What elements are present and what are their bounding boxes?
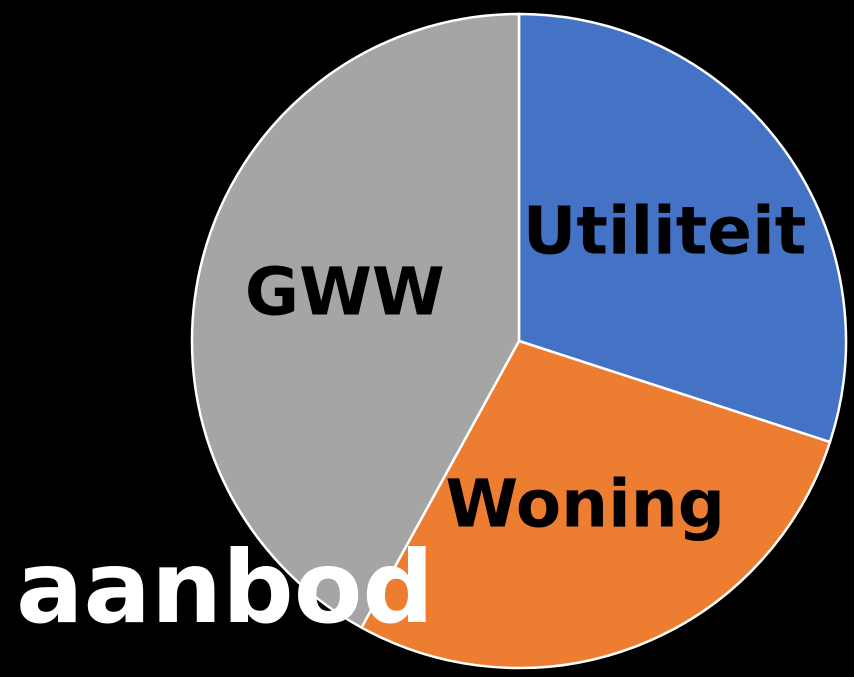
- pie: [190, 12, 848, 670]
- caption: aanbod: [16, 529, 434, 646]
- slice-label: Woning: [445, 465, 725, 542]
- pie-slice: [517, 12, 848, 444]
- slice-label: Utiliteit: [523, 192, 807, 269]
- pie-slice: [190, 12, 521, 630]
- slice-label: GWW: [245, 253, 445, 330]
- pie-slice: [359, 339, 832, 670]
- pie-labels: Utiliteit Woning GWW: [245, 192, 806, 542]
